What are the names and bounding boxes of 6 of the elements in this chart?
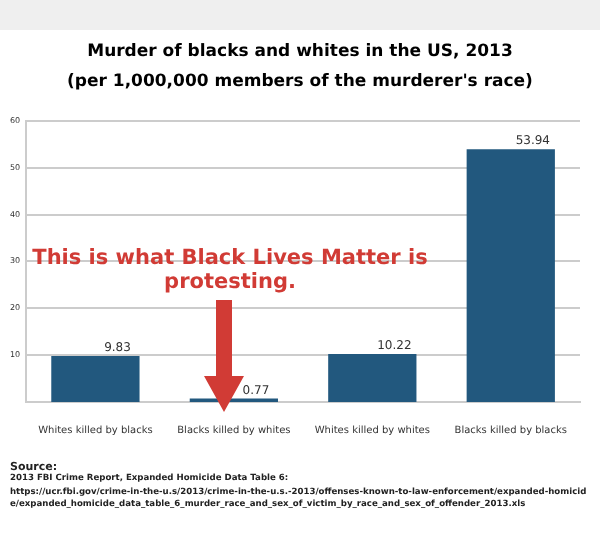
chart-title: Murder of blacks and whites in the US, 2013 bbox=[85, 42, 515, 62]
bar bbox=[328, 354, 417, 402]
annotation: This is what Black Lives Matter is protesting. bbox=[30, 246, 430, 294]
chart-subtitle: (per 1,000,000 members of the murderer's race) bbox=[65, 72, 535, 92]
bar bbox=[466, 149, 555, 402]
bar bbox=[51, 355, 140, 402]
